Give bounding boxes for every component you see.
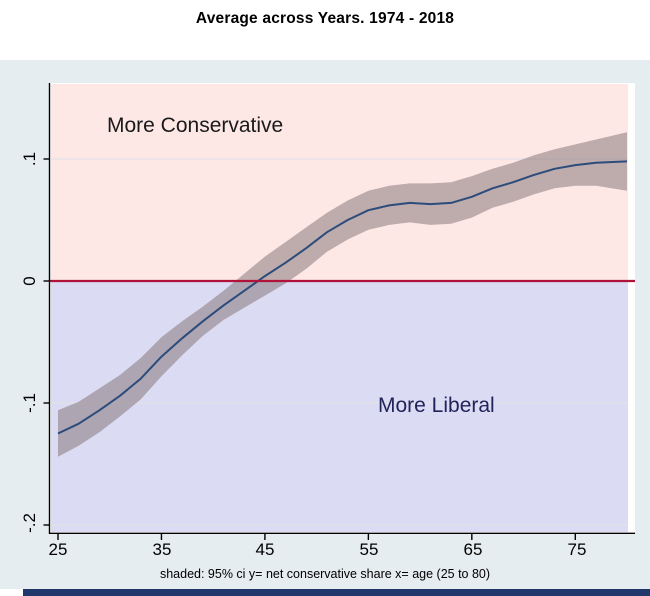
chart-caption: shaded: 95% ci y= net conservative share…: [159, 567, 491, 581]
axis-tick-marks: [43, 158, 576, 540]
confidence-band: [58, 132, 627, 457]
y-tick-label-p1: .1: [20, 151, 39, 167]
y-tick-label-0: 0: [20, 276, 39, 286]
x-tick-label-35: 35: [152, 540, 172, 559]
chart-title: Average across Years. 1974 - 2018: [195, 10, 455, 27]
liberal-region: [51, 281, 628, 532]
x-tick-label-45: 45: [255, 540, 275, 559]
y-tick-label-m2: -.2: [20, 513, 39, 533]
x-tick-label-25: 25: [48, 540, 68, 559]
annotation-more-conservative: More Conservative: [107, 114, 284, 137]
x-tick-label-55: 55: [359, 540, 379, 559]
x-tick-label-65: 65: [463, 540, 483, 559]
annotation-more-liberal: More Liberal: [378, 394, 495, 417]
window-edge-strip: [23, 589, 650, 596]
mean-line: [57, 160, 628, 435]
x-tick-label-75: 75: [567, 540, 587, 559]
y-tick-label-m1: -.1: [20, 393, 39, 413]
